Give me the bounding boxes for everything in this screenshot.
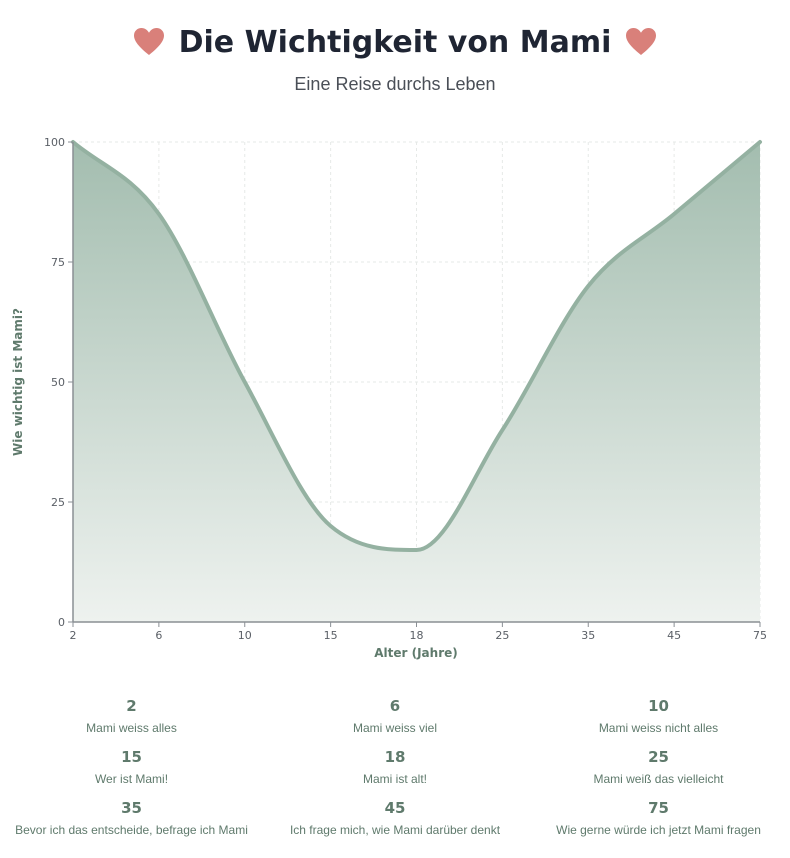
milestone-age: 10 bbox=[648, 697, 669, 715]
x-tick-label: 35 bbox=[581, 629, 595, 642]
milestone-age: 35 bbox=[121, 799, 142, 817]
milestone-age: 15 bbox=[121, 748, 142, 766]
area-fill bbox=[73, 142, 760, 622]
milestone-description: Mami weiss nicht alles bbox=[598, 721, 719, 735]
x-tick-label: 6 bbox=[155, 629, 162, 642]
milestone-item: 75 Wie gerne würde ich jetzt Mami fragen bbox=[527, 796, 790, 847]
page-title: Die Wichtigkeit von Mami bbox=[178, 24, 612, 60]
heart-icon bbox=[133, 28, 164, 55]
milestone-legend: 2 Mami weiss alles 6 Mami weiss viel 10 Mami … bbox=[0, 694, 790, 847]
x-axis-label: Alter (Jahre) bbox=[374, 646, 458, 660]
page-subtitle: Eine Reise durchs Leben bbox=[294, 74, 496, 94]
milestone-item: 25 Mami weiß das vielleicht bbox=[527, 745, 790, 796]
milestone-description: Mami weiss alles bbox=[86, 721, 177, 735]
milestone-description: Wie gerne würde ich jetzt Mami fragen bbox=[556, 823, 761, 837]
milestone-age: 45 bbox=[384, 799, 406, 817]
x-tick-label: 18 bbox=[410, 629, 424, 642]
importance-line bbox=[71, 140, 762, 552]
x-tick-label: 2 bbox=[70, 629, 77, 642]
y-axis-label: Wie wichtig ist Mami? bbox=[11, 308, 25, 456]
x-tick-label: 75 bbox=[753, 629, 767, 642]
milestone-item: 15 Wer ist Mami! bbox=[0, 745, 263, 796]
y-tick-label: 25 bbox=[51, 496, 65, 509]
milestone-item: 10 Mami weiss nicht alles bbox=[527, 694, 790, 745]
milestone-item: 2 Mami weiss alles bbox=[0, 694, 263, 745]
y-tick-label: 100 bbox=[44, 136, 65, 149]
milestone-description: Mami ist alt! bbox=[362, 772, 427, 786]
milestone-description: Wer ist Mami! bbox=[94, 772, 169, 786]
x-tick-label: 25 bbox=[495, 629, 509, 642]
y-tick-label: 75 bbox=[51, 256, 65, 269]
milestone-age: 75 bbox=[648, 799, 669, 817]
milestone-description: Bevor ich das entscheide, befrage ich Ma… bbox=[15, 823, 248, 837]
milestone-age: 2 bbox=[126, 697, 137, 715]
milestone-description: Mami weiss viel bbox=[352, 721, 437, 735]
y-tick-label: 0 bbox=[58, 616, 65, 629]
header: Die Wichtigkeit von Mami Eine Reise durc… bbox=[0, 22, 790, 95]
milestone-item: 35 Bevor ich das entscheide, befrage ich … bbox=[0, 796, 263, 847]
milestone-age: 6 bbox=[389, 697, 401, 715]
milestone-item: 6 Mami weiss viel bbox=[263, 694, 527, 745]
y-tick-label: 50 bbox=[51, 376, 65, 389]
milestone-description: Ich frage mich, wie Mami darüber denkt bbox=[289, 823, 501, 837]
title-row: Die Wichtigkeit von Mami bbox=[0, 22, 790, 62]
milestone-description: Mami weiß das vielleicht bbox=[593, 772, 724, 786]
y-tick-labels: 0 25 50 75 100 bbox=[44, 136, 73, 629]
x-tick-labels: 2 6 10 15 18 25 35 45 75 bbox=[70, 622, 767, 642]
milestone-item: 45 Ich frage mich, wie Mami darüber denkt bbox=[263, 796, 527, 847]
milestone-item: 18 Mami ist alt! bbox=[263, 745, 527, 796]
heart-icon bbox=[626, 28, 657, 55]
importance-chart: 2 6 10 15 18 25 35 45 75 0 25 50 75 100 Alter (Jahre… bbox=[11, 136, 767, 660]
x-tick-label: 10 bbox=[238, 629, 252, 642]
milestone-age: 25 bbox=[648, 748, 669, 766]
x-tick-label: 15 bbox=[324, 629, 338, 642]
x-tick-label: 45 bbox=[667, 629, 681, 642]
milestone-age: 18 bbox=[384, 748, 406, 766]
